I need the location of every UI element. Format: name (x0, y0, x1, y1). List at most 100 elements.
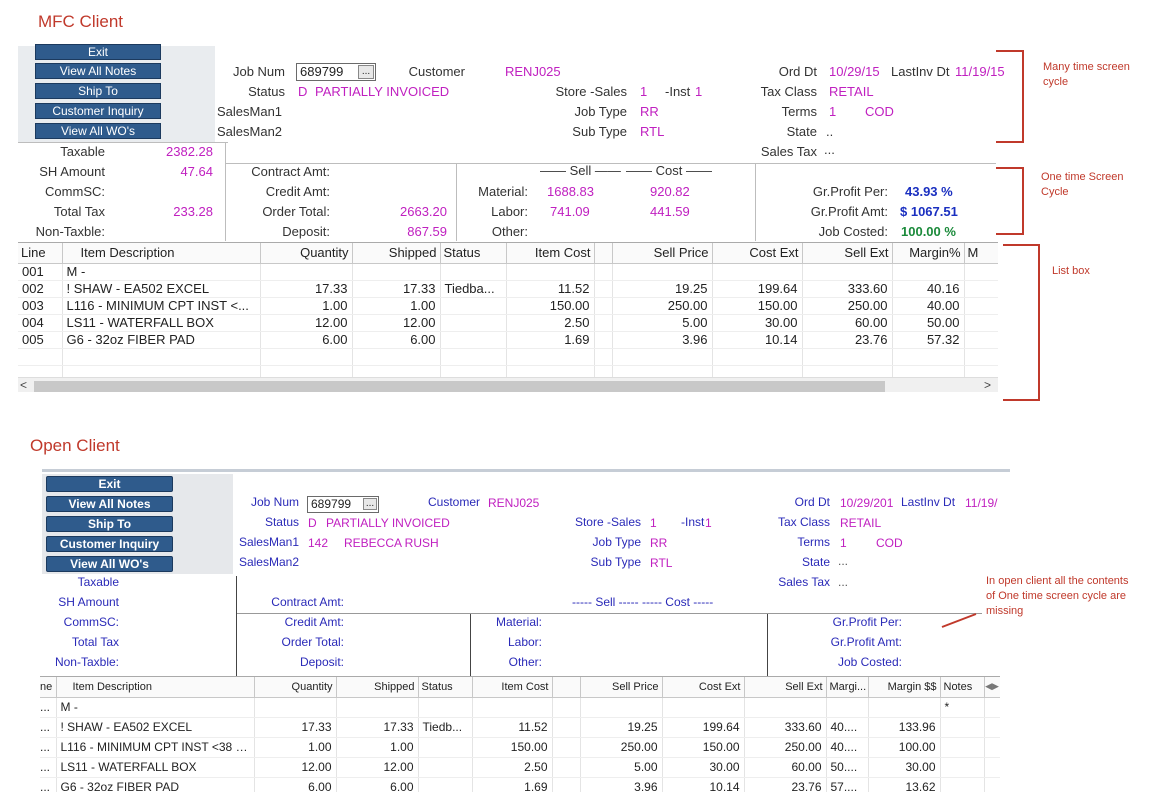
open-divider (237, 613, 982, 614)
mfc-col-more[interactable]: M (964, 243, 998, 264)
table-cell: * (940, 697, 985, 718)
mfc-col-status[interactable]: Status (440, 243, 507, 264)
open-job-type-value: RR (650, 536, 668, 550)
mfc-ship-to-button[interactable]: Ship To (35, 83, 161, 99)
table-cell: 40.16 (892, 280, 965, 298)
table-cell-empty (18, 348, 63, 366)
open-col-margin-dollars[interactable]: Margin $$ (868, 677, 941, 698)
open-col-cost-ext[interactable]: Cost Ext (662, 677, 745, 698)
table-cell: 1.69 (472, 777, 553, 792)
open-table-row[interactable]: ... L116 - MINIMUM CPT INST <38 SY 1.00 1.0… (40, 737, 1000, 758)
mfc-horizontal-scrollbar[interactable]: < > (18, 377, 998, 392)
mfc-scroll-left-button[interactable]: < (20, 378, 28, 392)
open-exit-button[interactable]: Exit (46, 476, 173, 492)
open-table-row[interactable]: ... G6 - 32oz FIBER PAD 6.00 6.00 1.69 3.96 10… (40, 777, 1000, 792)
mfc-lastinv-value: 11/19/15 (955, 64, 1005, 79)
open-col-item-description[interactable]: Item Description (56, 677, 255, 698)
table-cell (940, 717, 985, 738)
open-sub-type-label: Sub Type (590, 555, 641, 569)
open-col-shipped[interactable]: Shipped (336, 677, 419, 698)
mfc-col-blank[interactable] (594, 243, 613, 264)
mfc-table-row[interactable]: 002! SHAW - EA502 EXCEL 17.33 17.33 Tiedba.… (18, 280, 998, 298)
table-cell: 50.00 (892, 314, 965, 332)
mfc-job-type-value: RR (640, 104, 659, 119)
mfc-scroll-thumb[interactable] (34, 381, 885, 392)
open-table-row[interactable]: ... LS11 - WATERFALL BOX 12.00 12.00 2.50 5.0… (40, 757, 1000, 778)
mfc-scroll-right-button[interactable]: > (984, 378, 992, 392)
mfc-customer-inquiry-button[interactable]: Customer Inquiry (35, 103, 161, 119)
table-cell: 12.00 (336, 757, 419, 778)
open-col-item-cost[interactable]: Item Cost (472, 677, 553, 698)
table-cell-empty (964, 314, 998, 332)
open-view-all-notes-button[interactable]: View All Notes (46, 496, 173, 512)
mfc-col-sell-price[interactable]: Sell Price (612, 243, 713, 264)
mfc-ord-dt-value: 10/29/15 (829, 64, 880, 79)
open-table-header: ne Item Description Quantity Shipped Sta… (40, 677, 1000, 698)
mfc-job-num-input[interactable]: 689799 (296, 63, 376, 81)
mfc-col-shipped[interactable]: Shipped (352, 243, 441, 264)
table-cell: 12.00 (260, 314, 353, 332)
mfc-col-margin-pct[interactable]: Margin% (892, 243, 965, 264)
open-state-value: ... (838, 554, 849, 568)
table-cell: 11.52 (472, 717, 553, 738)
table-cell: 002 (18, 280, 63, 298)
mfc-col-line[interactable]: Line (18, 243, 63, 264)
table-cell: 250.00 (744, 737, 827, 758)
open-salesman2-label: SalesMan2 (238, 555, 299, 569)
mfc-exit-button[interactable]: Exit (35, 44, 161, 60)
mfc-order-total-value: 2663.20 (400, 204, 447, 219)
table-cell (802, 263, 893, 281)
table-cell (440, 331, 507, 349)
open-job-num-input[interactable]: 689799 (307, 496, 379, 513)
open-table-row[interactable]: ...! SHAW - EA502 EXCEL 17.33 17.33 Tiedb..… (40, 717, 1000, 738)
open-customer-inquiry-button[interactable]: Customer Inquiry (46, 536, 173, 552)
mfc-list-box[interactable]: Line Item Description Quantity Shipped S… (18, 242, 998, 392)
mfc-table-row[interactable]: 003 L116 - MINIMUM CPT INST <... 1.00 1.00 1… (18, 297, 998, 315)
open-col-line[interactable]: ne (40, 677, 57, 698)
mfc-table-row[interactable]: 001 M - (18, 263, 998, 281)
open-col-notes[interactable]: Notes (940, 677, 985, 698)
open-ship-to-button[interactable]: Ship To (46, 516, 173, 532)
mfc-total-tax-value: 233.28 (173, 204, 213, 219)
open-inst-label: -Inst (681, 515, 705, 529)
mfc-deposit-value: 867.59 (407, 224, 447, 239)
open-col-status[interactable]: Status (418, 677, 473, 698)
table-cell: 60.00 (744, 757, 827, 778)
open-table-row[interactable]: ... M - * (40, 697, 1000, 718)
open-col-nav-icon[interactable]: ◀▶ (984, 677, 1000, 698)
mfc-col-quantity[interactable]: Quantity (260, 243, 353, 264)
open-taxable-label: Taxable (77, 575, 119, 589)
table-cell: 30.00 (662, 757, 745, 778)
mfc-table-row[interactable]: 005 G6 - 32oz FIBER PAD 6.00 6.00 1.69 3.96 10… (18, 331, 998, 349)
open-job-num-lookup-button[interactable]: ... (363, 498, 377, 510)
open-col-sell-ext[interactable]: Sell Ext (744, 677, 827, 698)
mfc-table-row[interactable]: 004 LS11 - WATERFALL BOX 12.00 12.00 2.50 5.0… (18, 314, 998, 332)
open-col-quantity[interactable]: Quantity (254, 677, 337, 698)
table-cell: ... (40, 717, 57, 738)
mfc-col-cost-ext[interactable]: Cost Ext (712, 243, 803, 264)
mfc-col-sell-ext[interactable]: Sell Ext (802, 243, 893, 264)
table-cell-empty (594, 348, 613, 366)
list-box-bracket (1003, 244, 1040, 401)
list-box-annotation: List box (1052, 265, 1090, 277)
open-col-margin-pct[interactable]: Margi... (826, 677, 869, 698)
mfc-col-item-description[interactable]: Item Description (62, 243, 261, 264)
mfc-view-all-wos-button[interactable]: View All WO's (35, 123, 161, 139)
table-cell: 40.00 (892, 297, 965, 315)
mfc-view-all-notes-button[interactable]: View All Notes (35, 63, 161, 79)
mfc-job-num-lookup-button[interactable]: ... (358, 65, 374, 79)
table-cell: 150.00 (472, 737, 553, 758)
open-list-box[interactable]: ne Item Description Quantity Shipped Sta… (40, 676, 1000, 792)
table-cell: 5.00 (612, 314, 713, 332)
table-cell: 60.00 (802, 314, 893, 332)
table-cell (418, 697, 473, 718)
open-deposit-label: Deposit: (299, 655, 344, 669)
open-col-sell-price[interactable]: Sell Price (580, 677, 663, 698)
table-cell: 30.00 (868, 757, 941, 778)
open-view-all-wos-button[interactable]: View All WO's (46, 556, 173, 572)
open-col-blank[interactable] (552, 677, 581, 698)
mfc-job-costed-label: Job Costed: (818, 224, 888, 239)
mfc-col-item-cost[interactable]: Item Cost (506, 243, 595, 264)
open-customer-label: Customer (427, 495, 480, 509)
table-cell (506, 263, 595, 281)
